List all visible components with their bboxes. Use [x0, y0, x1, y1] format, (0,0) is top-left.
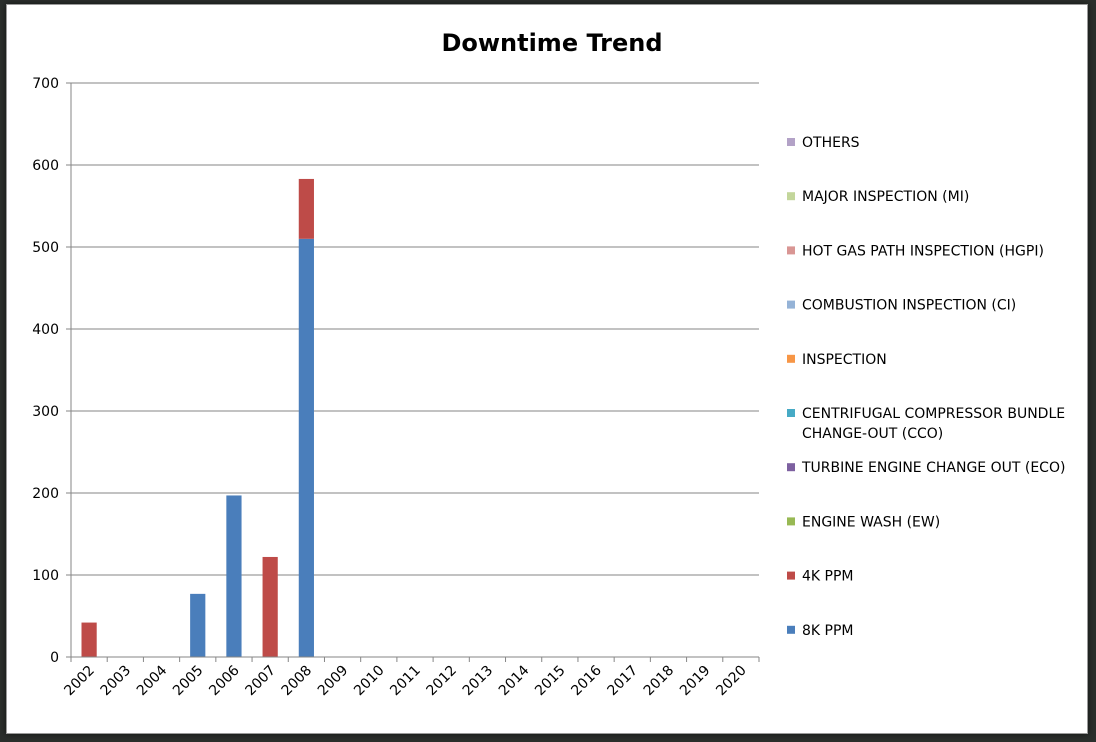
x-tick-label: 2009	[315, 663, 352, 700]
legend-item: INSPECTION	[787, 352, 887, 368]
legend: OTHERS MAJOR INSPECTION (MI) HOT GAS PATH …	[787, 135, 1065, 639]
legend-label: CENTRIFUGAL COMPRESSOR BUNDLE	[802, 406, 1065, 422]
x-tick-label: 2013	[460, 663, 497, 700]
x-tick-label: 2012	[424, 663, 461, 700]
x-tick-label: 2007	[242, 663, 279, 700]
downtime-chart: Downtime Trend 0 100 200 300 400 500 600 700 20…	[32, 29, 1065, 699]
legend-label: MAJOR INSPECTION (MI)	[802, 189, 969, 205]
legend-item: COMBUSTION INSPECTION (CI)	[787, 298, 1016, 314]
y-tick-label: 700	[32, 76, 59, 92]
bar-2007-4k-ppm	[262, 556, 278, 657]
x-tick-label: 2014	[496, 662, 533, 699]
bar-2002-4k-ppm	[81, 622, 97, 657]
gridlines	[66, 82, 759, 658]
chart-frame: Downtime Trend 0 100 200 300 400 500 600 700 20…	[6, 4, 1088, 734]
x-tick-label: 2006	[206, 662, 243, 699]
legend-label: INSPECTION	[802, 352, 887, 368]
x-tick-label: 2018	[641, 663, 678, 700]
x-tick-label: 2008	[279, 663, 316, 700]
x-tick-label: 2017	[605, 663, 642, 700]
bar-2008-4k-ppm	[298, 178, 314, 239]
y-tick-label: 100	[32, 568, 59, 584]
y-tick-labels: 0 100 200 300 400 500 600 700	[32, 76, 59, 666]
y-tick-label: 400	[32, 322, 59, 338]
legend-swatch	[787, 300, 795, 309]
legend-label: HOT GAS PATH INSPECTION (HGPI)	[802, 243, 1044, 259]
legend-item: 4K PPM	[787, 569, 854, 585]
legend-swatch	[787, 409, 795, 417]
bar-2006-8k-ppm	[226, 495, 242, 657]
x-tick-label: 2011	[387, 663, 424, 700]
legend-swatch	[787, 625, 795, 634]
x-tick-label: 2005	[170, 663, 207, 700]
chart-title: Downtime Trend	[441, 29, 662, 57]
legend-label: 4K PPM	[802, 569, 854, 585]
legend-item: ENGINE WASH (EW)	[787, 514, 940, 530]
x-tick-label: 2003	[98, 663, 135, 700]
legend-item: OTHERS	[787, 135, 860, 151]
legend-label: TURBINE ENGINE CHANGE OUT (ECO)	[801, 460, 1065, 476]
legend-swatch	[787, 138, 795, 146]
legend-label: OTHERS	[802, 135, 860, 151]
y-tick-label: 0	[50, 650, 59, 666]
legend-label: 8K PPM	[802, 623, 854, 639]
legend-swatch	[787, 517, 795, 526]
y-tick-label: 200	[32, 486, 59, 502]
legend-label: CHANGE-OUT (CCO)	[802, 426, 943, 442]
legend-swatch	[787, 354, 795, 363]
legend-swatch	[787, 192, 795, 201]
x-tick-label: 2020	[713, 663, 750, 700]
y-tick-label: 600	[32, 158, 59, 174]
legend-item: MAJOR INSPECTION (MI)	[787, 189, 969, 205]
bars	[81, 178, 314, 658]
legend-item: HOT GAS PATH INSPECTION (HGPI)	[787, 243, 1044, 259]
legend-label: ENGINE WASH (EW)	[802, 514, 940, 530]
legend-item: TURBINE ENGINE CHANGE OUT (ECO)	[787, 460, 1065, 476]
legend-item: CENTRIFUGAL COMPRESSOR BUNDLE CHANGE-OUT …	[787, 406, 1065, 442]
legend-item: 8K PPM	[787, 623, 854, 639]
bar-2005-8k-ppm	[190, 593, 206, 657]
legend-label: COMBUSTION INSPECTION (CI)	[802, 298, 1016, 314]
bar-2008-8k-ppm	[298, 238, 314, 658]
legend-swatch	[787, 571, 795, 580]
x-tick-label: 2002	[61, 663, 98, 700]
y-tick-label: 500	[32, 240, 59, 256]
x-tick-label: 2004	[134, 662, 171, 699]
x-tick-label: 2019	[677, 663, 714, 700]
legend-swatch	[787, 463, 795, 472]
x-tick-labels: 2002 2003 2004 2005 2006 2007 2008 2009 2010 2011…	[61, 662, 749, 699]
x-tick-label: 2010	[351, 663, 388, 700]
y-tick-label: 300	[32, 404, 59, 420]
x-tick-label: 2015	[532, 663, 569, 700]
x-tick-label: 2016	[568, 662, 605, 699]
legend-swatch	[787, 246, 795, 255]
axes	[70, 83, 760, 662]
